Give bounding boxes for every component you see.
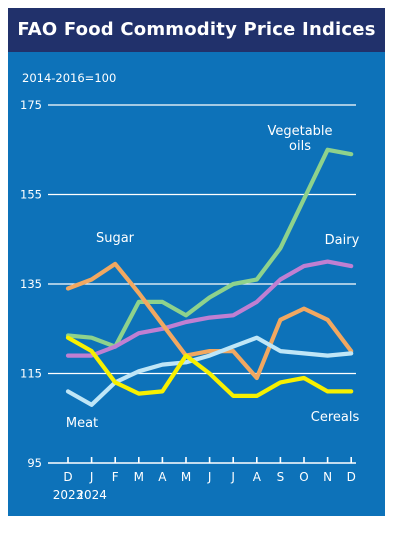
x-tick-label: J [230,470,235,484]
series-label-cereals: Cereals [311,410,360,425]
year-label: 2023 [53,488,84,502]
series-line-sugar [65,261,354,381]
x-tick-label: A [158,470,167,484]
x-tick-label: S [277,470,285,484]
year-label: 2024 [76,488,107,502]
title-bar: FAO Food Commodity Price Indices [8,8,385,52]
y-tick-label: 155 [20,188,42,202]
chart-title: FAO Food Commodity Price Indices [17,19,376,40]
y-tick-label: 95 [27,456,42,470]
y-tick-label: 175 [20,98,42,112]
series-label-sugar: Sugar [96,231,135,246]
chart-card: FAO Food Commodity Price Indices 2014-20… [8,8,385,516]
x-tick-label: M [181,470,191,484]
x-tick-label: J [89,470,94,484]
series-label-dairy: Dairy [325,233,360,248]
series-label-meat: Meat [66,416,98,431]
x-tick-label: A [253,470,262,484]
x-tick-label: O [299,470,308,484]
series-label-vegetable-oils: Vegetable [267,124,332,139]
x-tick-label: F [112,470,119,484]
x-tick-label: M [134,470,144,484]
x-tick-label: D [63,470,72,484]
base-note: 2014-2016=100 [22,71,116,85]
x-tick-label: J [207,470,212,484]
x-tick-label: D [347,470,356,484]
x-tick-label: N [323,470,332,484]
y-tick-label: 135 [20,277,42,291]
series-line-dairy [65,259,354,358]
series-line-cereals [65,335,354,398]
series-label-vegetable-oils: oils [289,139,311,154]
y-tick-label: 115 [20,367,42,381]
